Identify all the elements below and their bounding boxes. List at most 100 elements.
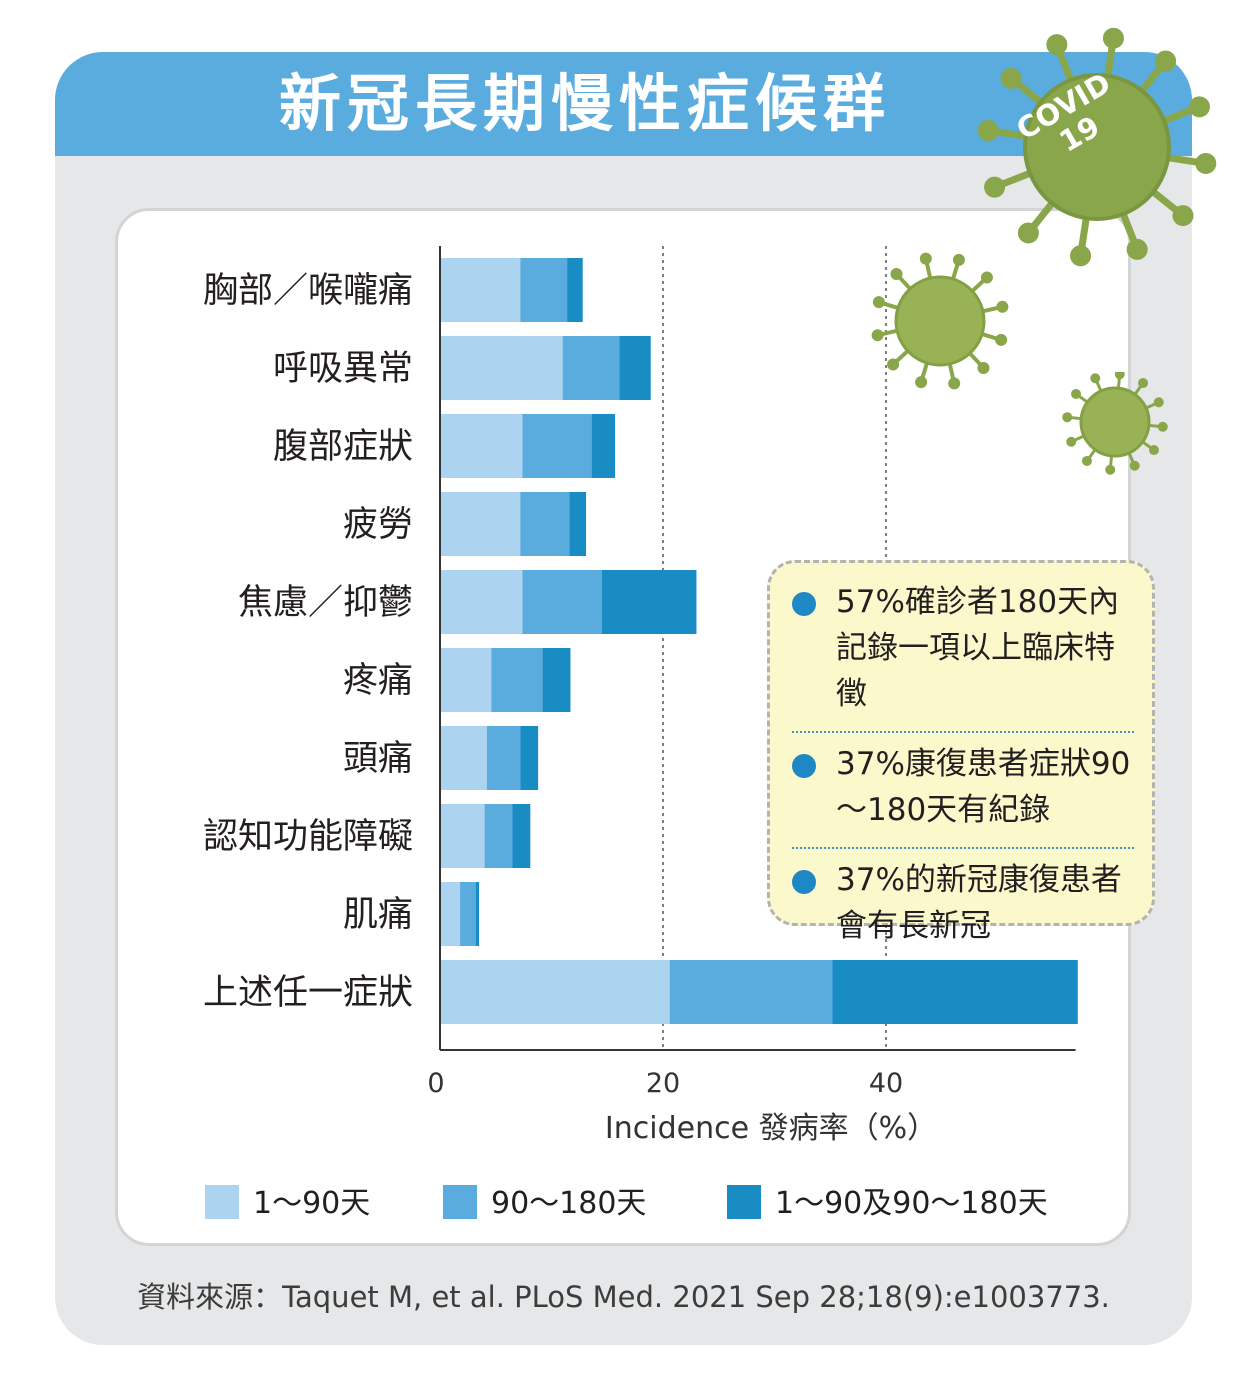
x-tick-label: 0 — [427, 1068, 444, 1099]
bar-segment — [567, 258, 583, 322]
bar-segment — [562, 336, 620, 400]
virus-spike-tip — [1090, 373, 1101, 384]
note-text: 57%確診者180天內記錄一項以上臨床特徵 — [836, 584, 1120, 712]
virus-spike-tip — [996, 300, 1009, 313]
bar-segment — [520, 492, 570, 556]
bar-segment — [475, 882, 480, 946]
bullet-dot-icon — [792, 754, 816, 778]
note-item: 37%的新冠康復患者會有長新冠 — [792, 857, 1134, 949]
category-label: 胸部／喉嚨痛 — [203, 271, 413, 311]
legend-swatch — [205, 1185, 239, 1219]
bar-segment — [491, 648, 543, 712]
virus-spike-tip — [948, 377, 961, 390]
note-item: 37%康復患者症狀90～180天有紀錄 — [792, 741, 1134, 833]
bar-segment — [619, 336, 651, 400]
title-bar: 新冠長期慢性症候群 — [55, 52, 1192, 156]
legend-swatch — [443, 1185, 477, 1219]
virus-spike-tip — [915, 376, 928, 389]
virus-spike-tip — [1081, 455, 1092, 466]
virus-spike-tip — [1195, 152, 1217, 174]
virus-spike-tip — [1172, 205, 1194, 227]
bar-segment — [520, 726, 539, 790]
bar-segment — [520, 258, 568, 322]
bar-segment — [512, 804, 531, 868]
bullet-dot-icon — [792, 592, 816, 616]
virus-spike-tip — [887, 358, 900, 371]
virus-spike-tip — [977, 120, 999, 142]
virus-spike-tip — [1066, 436, 1077, 447]
legend-label: 90～180天 — [491, 1186, 646, 1221]
virus-spike-tip — [980, 271, 993, 284]
category-label: 疼痛 — [343, 661, 413, 701]
virus-spike-tip — [1129, 460, 1140, 471]
virus-spike-tip — [952, 253, 965, 266]
category-label: 頭痛 — [343, 739, 413, 779]
virus-spike-tip — [1114, 372, 1125, 380]
page-title: 新冠長期慢性症候群 — [278, 67, 891, 140]
virus-spike-tip — [1102, 27, 1124, 49]
category-label: 疲勞 — [343, 505, 413, 545]
bar-segment — [440, 726, 487, 790]
virus-spike-tip — [1071, 388, 1082, 399]
virus-spike-tip — [1046, 34, 1068, 56]
bar-segment — [486, 726, 521, 790]
legend-label: 1～90天 — [253, 1186, 370, 1221]
note-text: 37%康復患者症狀90～180天有紀錄 — [836, 746, 1131, 828]
bar-segment — [484, 804, 513, 868]
note-text: 37%的新冠康復患者會有長新冠 — [836, 862, 1122, 944]
x-axis-label: Incidence 發病率（%） — [605, 1111, 937, 1146]
bar-segment — [522, 570, 602, 634]
bar-segment — [440, 960, 670, 1024]
note-item: 57%確診者180天內記錄一項以上臨床特徵 — [792, 579, 1134, 717]
bar-segment — [522, 414, 592, 478]
virus-spike-tip — [1138, 378, 1149, 389]
virus-spike-tip — [919, 252, 932, 265]
source-citation: 資料來源：Taquet M, et al. PLoS Med. 2021 Sep… — [137, 1280, 1110, 1314]
virus-spike-tip — [1000, 67, 1022, 89]
virus-spike-tip — [1155, 50, 1177, 72]
bar-segment — [440, 648, 492, 712]
category-label: 上述任一症狀 — [203, 973, 413, 1013]
virus-spike-tip — [1153, 397, 1164, 408]
bar-segment — [542, 648, 571, 712]
legend-swatch — [727, 1185, 761, 1219]
virus-spike-tip — [1017, 222, 1039, 244]
virus-spike-tip — [1070, 245, 1092, 267]
legend-label: 1～90及90～180天 — [775, 1186, 1048, 1221]
virus-spike-tip — [1188, 96, 1210, 118]
bar-segment — [569, 492, 587, 556]
category-label: 呼吸異常 — [273, 349, 413, 389]
note-divider — [792, 847, 1134, 849]
bar-segment — [440, 570, 523, 634]
virus-spike-tip — [1105, 464, 1116, 475]
bar-segment — [440, 492, 521, 556]
covid-virus-large-icon — [977, 27, 1217, 267]
virus-spike-tip — [890, 268, 903, 281]
x-tick-label: 20 — [646, 1068, 680, 1099]
category-label: 認知功能障礙 — [203, 817, 413, 857]
bar-segment — [440, 882, 461, 946]
bar-segment — [591, 414, 616, 478]
x-tick-label: 40 — [869, 1068, 903, 1099]
note-divider — [792, 731, 1134, 733]
virus-medium-icon — [871, 252, 1009, 390]
virus-small-icon — [1062, 372, 1168, 475]
category-label: 腹部症狀 — [273, 427, 413, 467]
virus-spike-tip — [977, 361, 990, 374]
virus-spike-tip — [871, 329, 884, 342]
bar-segment — [440, 258, 521, 322]
virus-spike-tip — [872, 296, 885, 309]
bar-segment — [832, 960, 1078, 1024]
virus-spike-tip — [995, 333, 1008, 346]
bar-segment — [440, 414, 523, 478]
virus-spike-tip — [1148, 445, 1159, 456]
bullet-dot-icon — [792, 870, 816, 894]
notes-box: 57%確診者180天內記錄一項以上臨床特徵 37%康復患者症狀90～180天有紀… — [767, 560, 1155, 944]
bar-segment — [440, 804, 485, 868]
category-label: 肌痛 — [343, 895, 413, 935]
virus-spike-tip — [1157, 421, 1168, 432]
category-label: 焦慮／抑鬱 — [238, 583, 413, 623]
bar-segment — [601, 570, 697, 634]
bar-segment — [460, 882, 476, 946]
